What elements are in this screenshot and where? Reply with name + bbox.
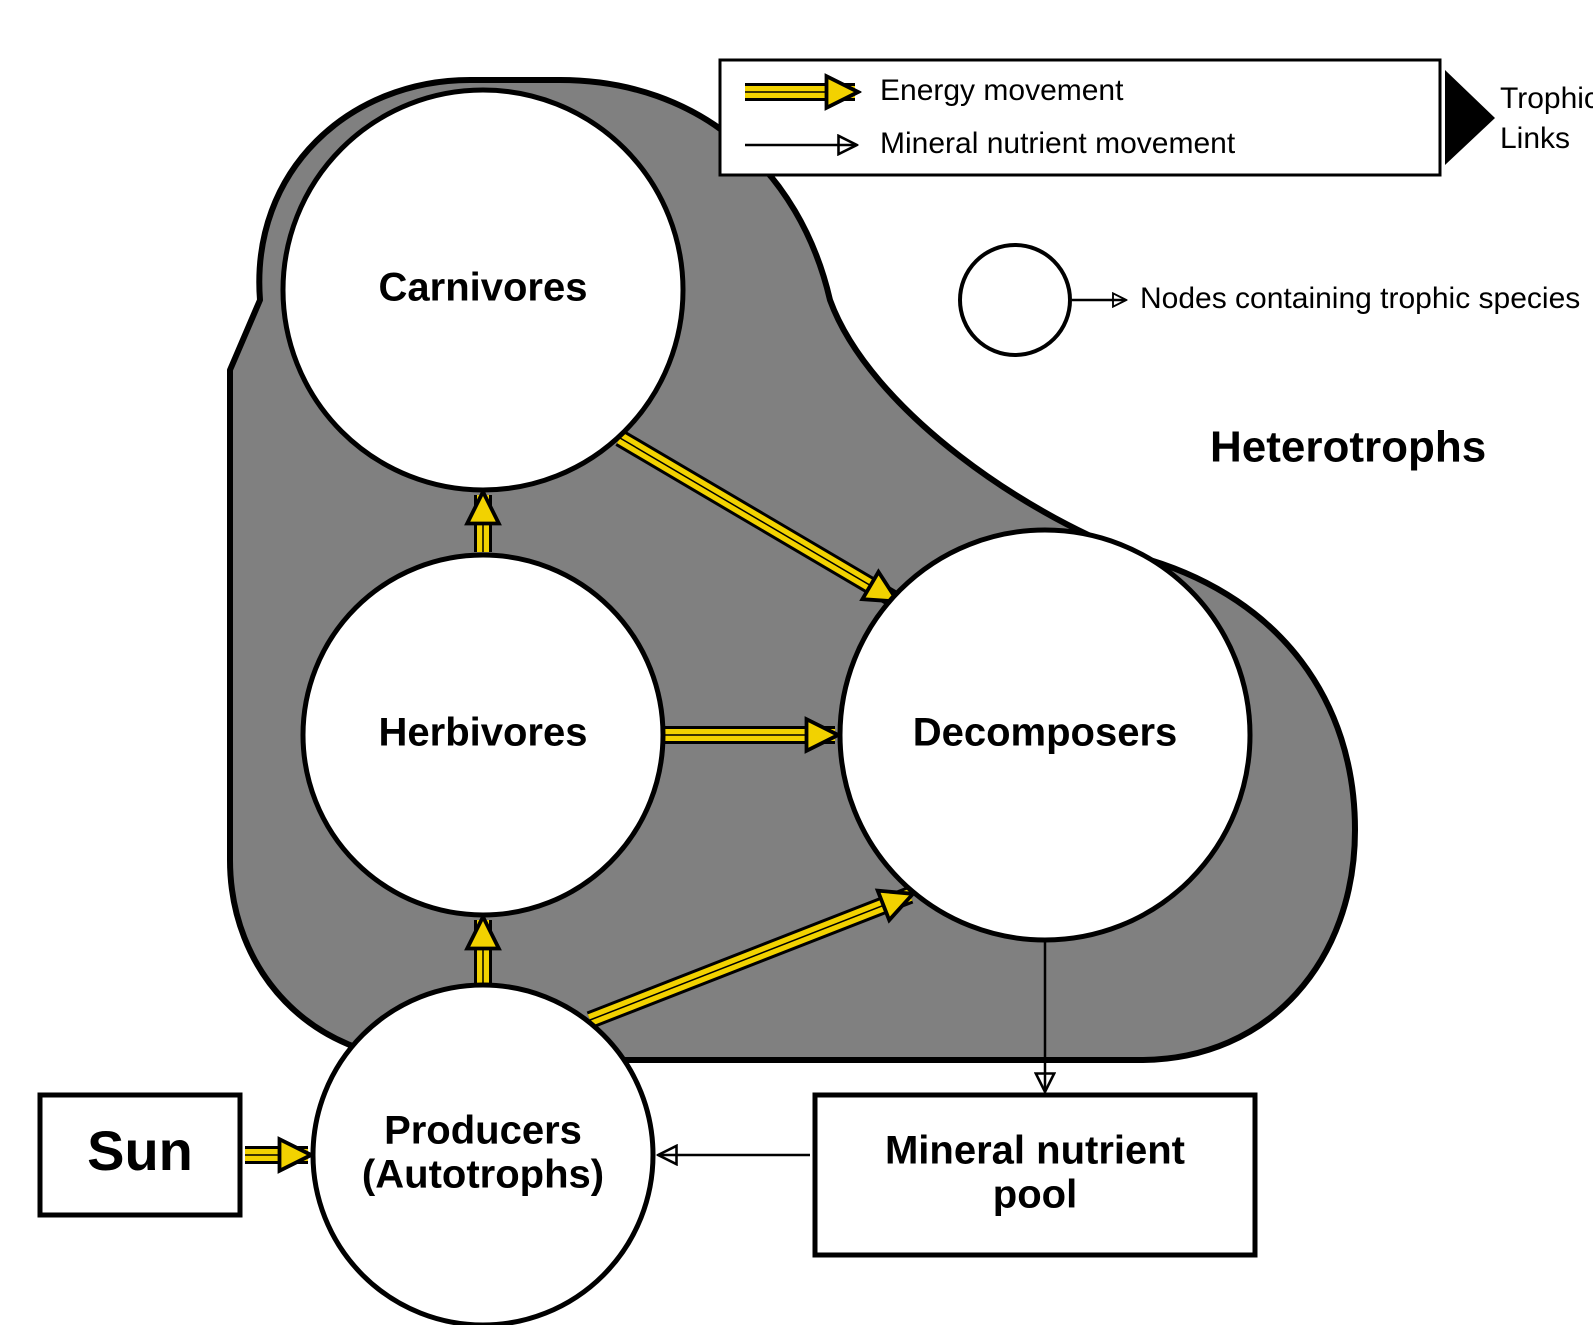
heterotroph-region-label: Heterotrophs <box>1210 423 1486 472</box>
node-carnivores-label: Carnivores <box>379 266 588 310</box>
legend-node-icon <box>960 245 1070 355</box>
legend-trophic-label-2: Links <box>1500 122 1570 155</box>
node-decomposers-label: Decomposers <box>913 711 1178 755</box>
node-producers-label-1: Producers <box>384 1109 582 1153</box>
legend-mineral-label: Mineral nutrient movement <box>880 127 1236 160</box>
box-mineral_pool-label-1: Mineral nutrient <box>885 1129 1185 1173</box>
node-herbivores-label: Herbivores <box>379 711 588 755</box>
box-mineral_pool-label-2: pool <box>993 1173 1077 1217</box>
legend-energy-label: Energy movement <box>880 74 1124 107</box>
legend-node-label: Nodes containing trophic species <box>1140 282 1580 315</box>
legend-trophic-label-1: Trophic <box>1500 82 1593 115</box>
node-producers-label-2: (Autotrophs) <box>362 1153 604 1197</box>
legend-trophic-bracket <box>1445 70 1495 165</box>
box-sun-label: Sun <box>87 1119 193 1182</box>
